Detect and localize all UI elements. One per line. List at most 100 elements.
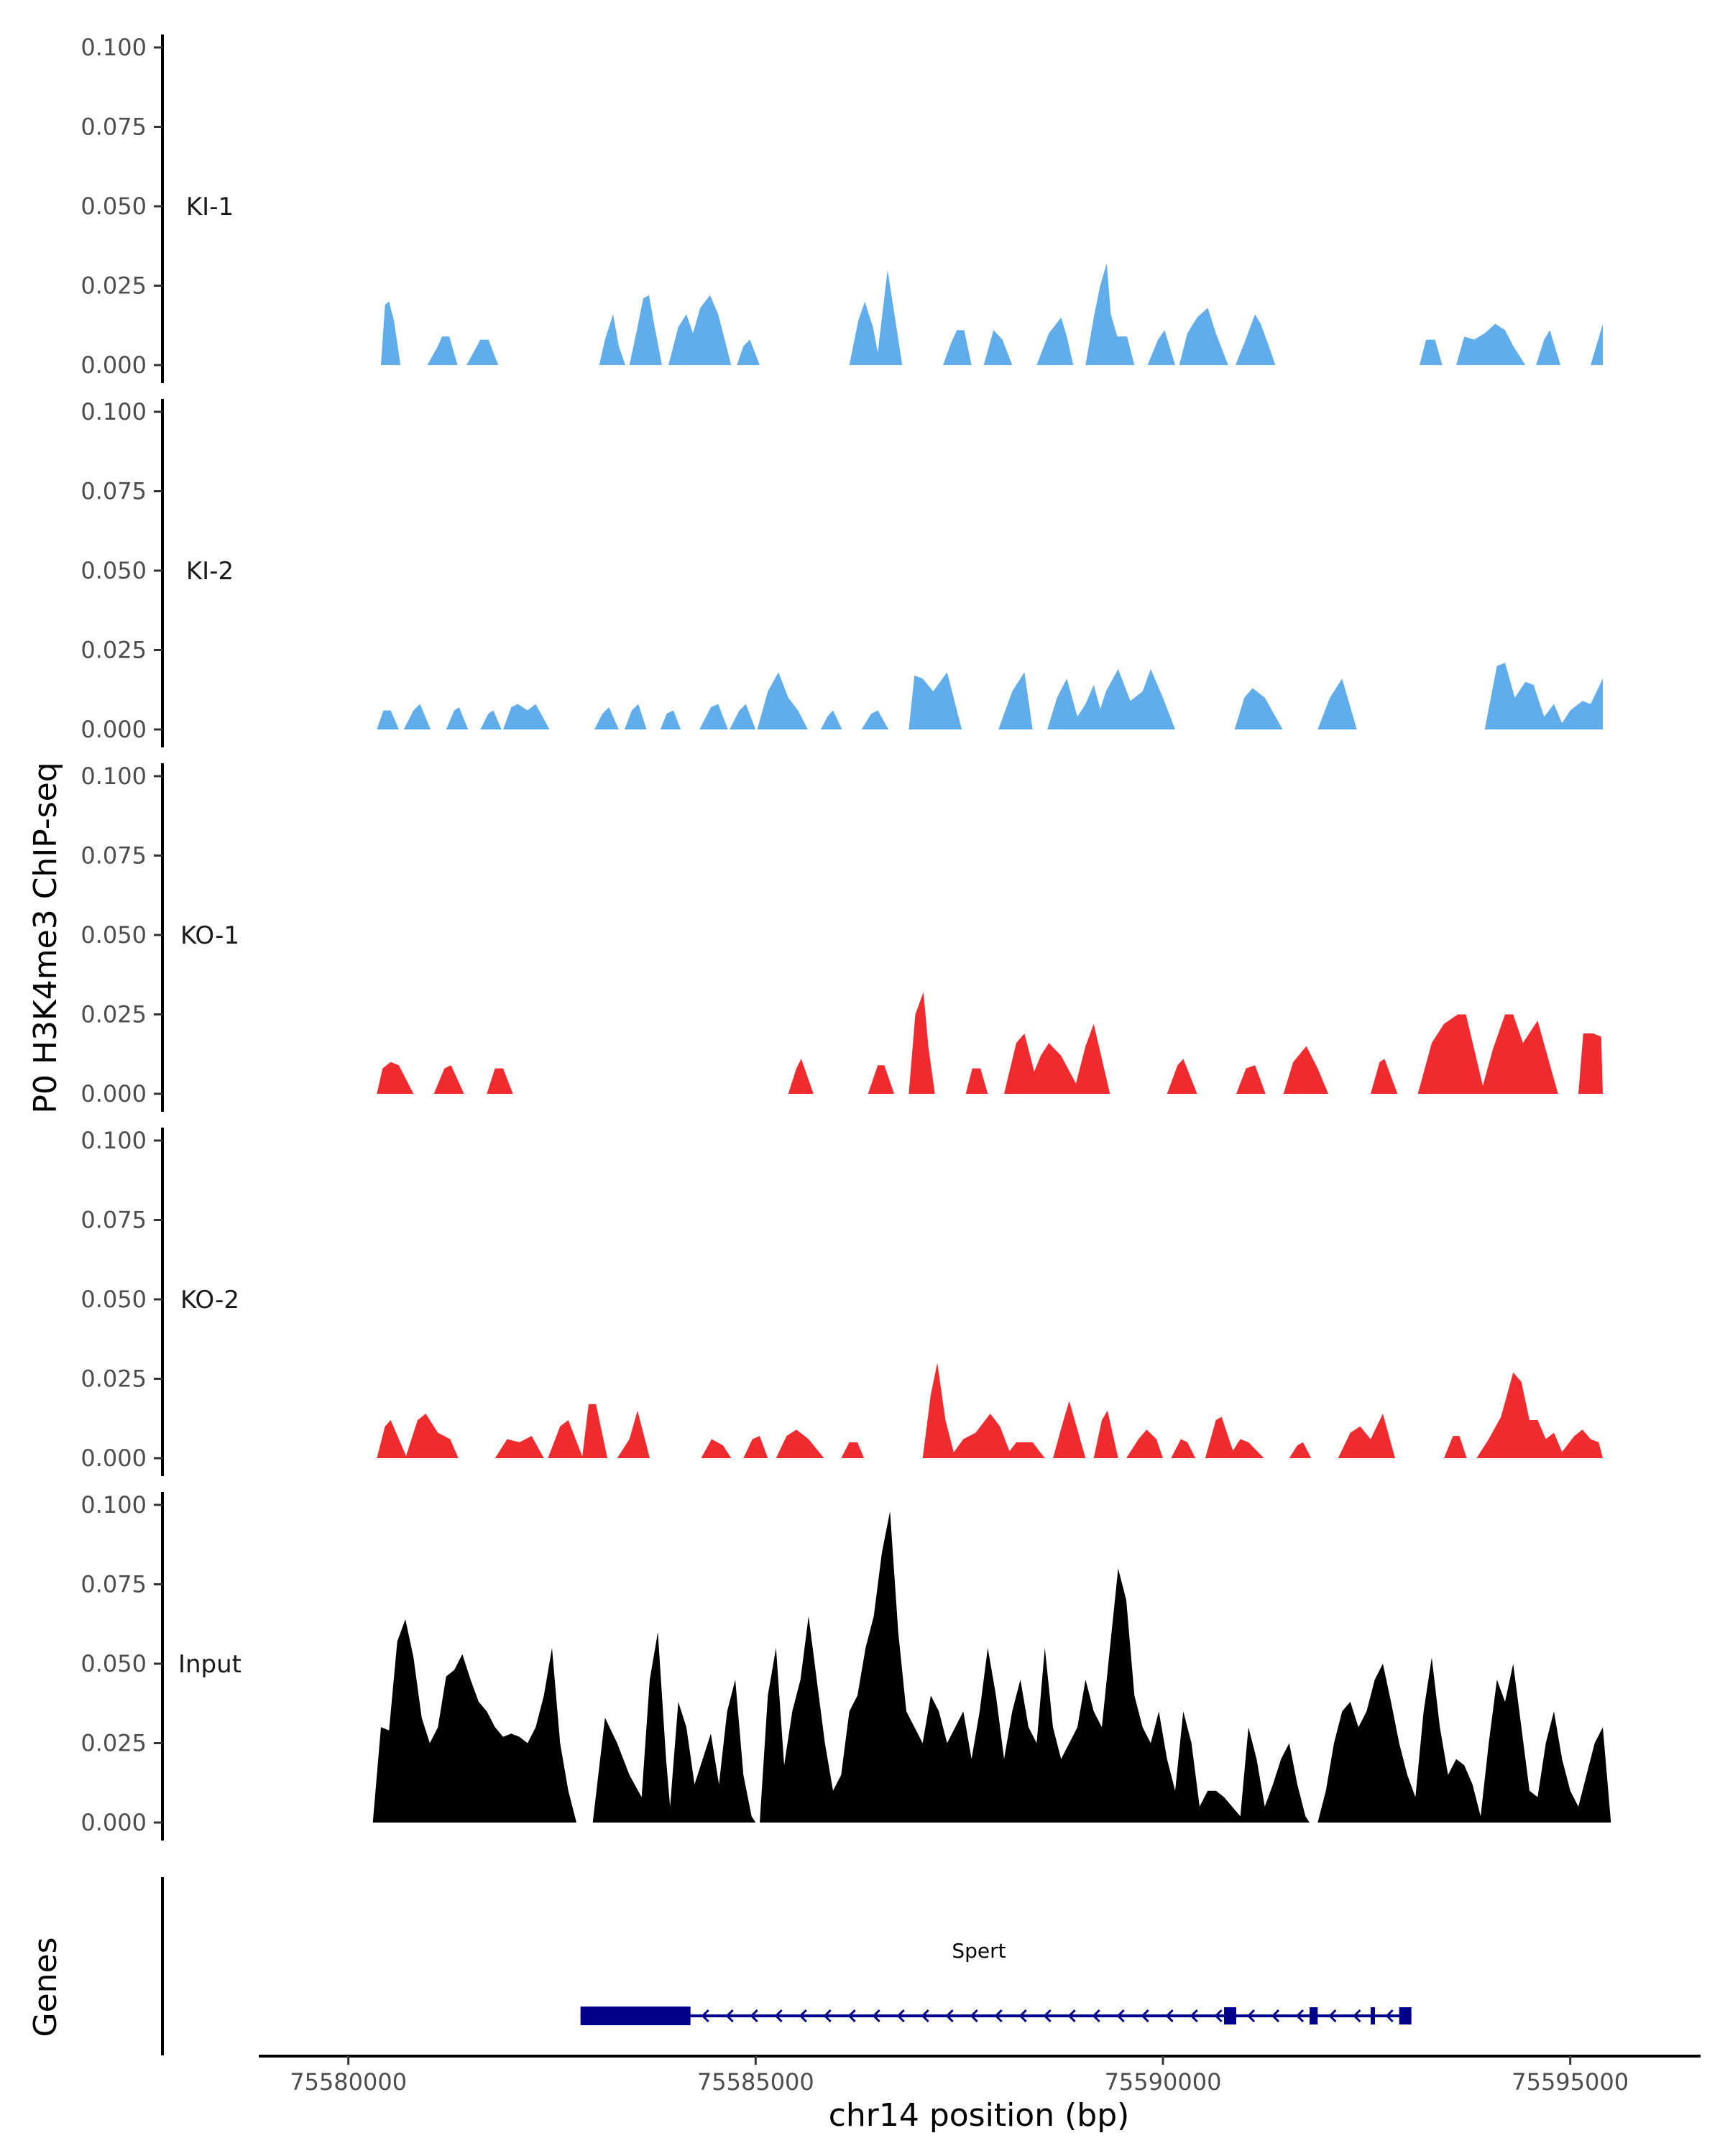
signal-peak [1578, 1033, 1603, 1094]
signal-peak [466, 339, 499, 365]
signal-peak [743, 1436, 768, 1458]
signal-peak [983, 330, 1013, 365]
signal-peak [965, 1068, 988, 1094]
signal-peak [1004, 1442, 1045, 1458]
signal-peak [1420, 339, 1443, 365]
signal-peak [377, 710, 399, 729]
strand-arrow-icon [823, 2009, 832, 2023]
strand-arrow-icon [750, 2009, 758, 2023]
signal-peak [377, 1061, 414, 1094]
strand-arrow-icon [970, 2009, 978, 2023]
signal-peak [943, 330, 972, 365]
signal-peak [433, 1065, 464, 1094]
y-tick-label: 0.075 [80, 842, 147, 870]
signal-peak [841, 1442, 865, 1458]
y-tick-label: 0.025 [80, 1001, 147, 1028]
signal-peak [1476, 1372, 1603, 1458]
signal-peak [668, 295, 732, 365]
signal-peak [1047, 678, 1106, 729]
strand-arrow-icon [799, 2009, 807, 2023]
strand-arrow-icon [725, 2009, 734, 2023]
y-tick-label: 0.050 [80, 1286, 147, 1313]
strand-arrow-icon [921, 2009, 929, 2023]
signal-peak [381, 301, 401, 365]
signal-peak [599, 314, 625, 365]
track-ko-2: 0.000 0.025 0.050 0.075 0.100 KO-2 [80, 1127, 1603, 1476]
gene-exon [1371, 2007, 1375, 2024]
signal-peak [1236, 1065, 1266, 1094]
y-tick-label: 0.100 [80, 1127, 147, 1154]
signal-peak [487, 1068, 513, 1094]
track-ko-1: 0.000 0.025 0.050 0.075 0.100 KO-1 [80, 763, 1603, 1112]
signal-peak [1085, 263, 1135, 365]
strand-arrow-icon [872, 2009, 880, 2023]
signal-peak [581, 1404, 608, 1458]
strand-arrow-icon [847, 2009, 856, 2023]
signal-peak [861, 710, 889, 729]
y-tick-label: 0.050 [80, 1650, 147, 1677]
signal-peak [730, 704, 756, 729]
y-tick-label: 0.050 [80, 557, 147, 584]
gene-name-label: Spert [952, 1939, 1006, 1963]
signal-peak [548, 1420, 584, 1458]
genes-track: Genes Spert [27, 1877, 1412, 2055]
signal-peak [699, 704, 728, 729]
x-tick-label: 75580000 [290, 2068, 407, 2096]
signal-peak [760, 1511, 1310, 1823]
signal-peak [594, 707, 619, 729]
track-label: KI-2 [186, 557, 234, 586]
signal-peak [998, 672, 1033, 729]
strand-arrow-icon [945, 2009, 954, 2023]
signal-peak [503, 704, 550, 729]
y-tick-label: 0.000 [80, 1080, 147, 1107]
strand-arrow-icon [1214, 2009, 1223, 2023]
signal-peak [480, 710, 502, 729]
x-ticks: 75580000 75585000 75590000 75595000 [290, 2056, 1629, 2096]
y-tick-label: 0.025 [80, 1365, 147, 1393]
signal-peak [660, 710, 681, 729]
strand-arrow-icon [1018, 2009, 1027, 2023]
y-tick-label: 0.075 [80, 1571, 147, 1598]
y-tick-label: 0.000 [80, 1445, 147, 1472]
track-ki-1: 0.000 0.025 0.050 0.075 0.100 KI-1 [80, 34, 1603, 383]
signal-peak [1417, 1014, 1485, 1094]
signal-peak [868, 1065, 894, 1094]
signal-peak [1205, 1416, 1236, 1458]
signal-peak [922, 1363, 955, 1458]
gene-exon [1310, 2007, 1318, 2024]
signal-peak [1484, 663, 1603, 729]
gene-exon [1224, 2007, 1236, 2024]
gene-exon [1399, 2007, 1412, 2024]
x-tick-label: 75585000 [697, 2068, 814, 2096]
strand-arrow-icon [1385, 2009, 1394, 2023]
signal-peak [1283, 1046, 1329, 1094]
y-tick-label: 0.000 [80, 716, 147, 743]
y-tick-label: 0.075 [80, 114, 147, 141]
signal-peak [788, 1059, 814, 1094]
track-label: Input [178, 1650, 242, 1679]
signal-peak [427, 336, 458, 365]
signal-peak [1317, 678, 1357, 729]
signal-peak [1481, 1014, 1558, 1094]
y-tick-label: 0.025 [80, 637, 147, 664]
signal-peak [446, 707, 469, 729]
signal-peak [377, 1420, 408, 1458]
track-label: KO-1 [180, 921, 239, 950]
y-tick-label: 0.050 [80, 193, 147, 220]
signal-peak [1147, 330, 1175, 365]
gene-model-spert [580, 2007, 1412, 2025]
signal-peak [1338, 1414, 1395, 1458]
signal-peak [776, 1429, 824, 1458]
y-tick-label: 0.075 [80, 478, 147, 505]
strand-arrow-icon [1295, 2009, 1305, 2023]
genes-track-label: Genes [27, 1937, 64, 2037]
strand-arrow-icon [896, 2009, 905, 2023]
signal-peak [1126, 1429, 1163, 1458]
signal-peak [908, 992, 935, 1094]
signal-peak [1053, 1401, 1086, 1458]
strand-arrow-icon [1092, 2009, 1100, 2023]
signal-peak [949, 1414, 1013, 1458]
signal-peak [1167, 1059, 1197, 1094]
strand-arrow-icon [1328, 2009, 1337, 2023]
